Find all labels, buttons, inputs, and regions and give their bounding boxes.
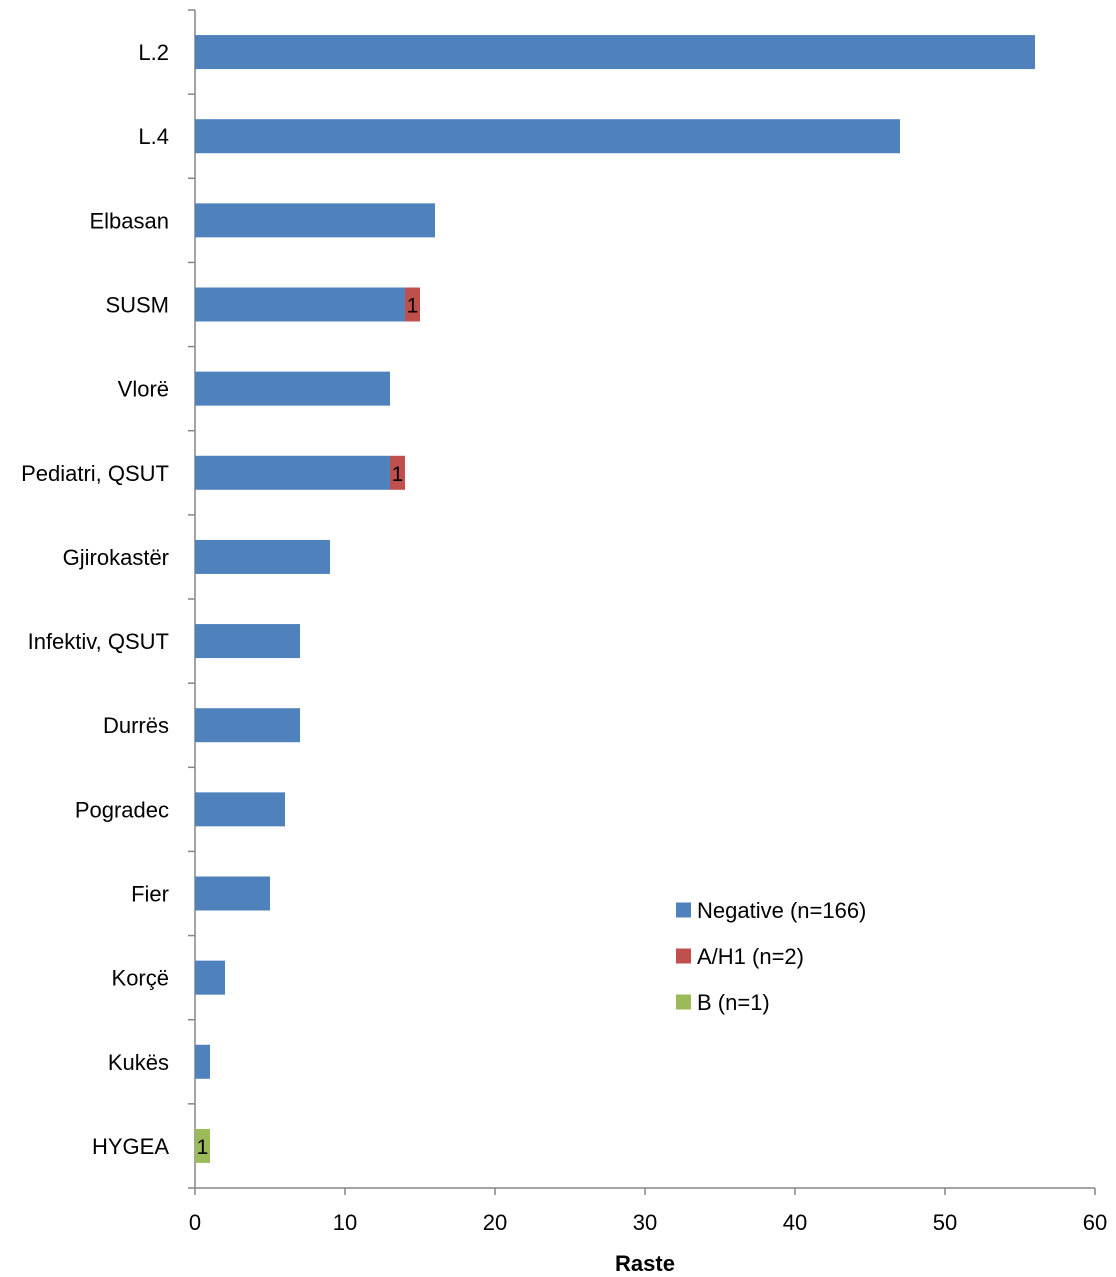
legend-swatch — [676, 948, 691, 964]
category-label: Vlorë — [118, 377, 169, 402]
category-label: Fier — [131, 882, 169, 907]
bar-segment — [195, 876, 270, 911]
bar-segment — [195, 119, 900, 154]
x-axis-title: Raste — [615, 1251, 675, 1276]
bar-segment — [195, 624, 300, 659]
category-label: HYGEA — [92, 1134, 169, 1159]
bar-segment — [195, 792, 285, 827]
bar-segment — [195, 708, 300, 743]
x-tick-label: 50 — [933, 1210, 957, 1235]
bar-segment — [195, 455, 390, 490]
bar-segment — [195, 1128, 210, 1163]
category-label: L.2 — [138, 40, 169, 65]
category-label: Elbasan — [89, 208, 169, 233]
bar-segment — [195, 203, 435, 238]
category-labels: L.2 L.4 Elbasan SUSM Vlorë Pediatri, QSUT Gjir… — [21, 40, 169, 1159]
bar-segment — [195, 539, 330, 574]
bar-segment — [390, 455, 405, 490]
bar-segment — [195, 1044, 210, 1079]
category-label: Pogradec — [75, 797, 169, 822]
legend-swatch — [676, 994, 691, 1010]
category-label: Infektiv, QSUT — [28, 629, 169, 654]
bar-segment — [405, 287, 420, 322]
category-label: Pediatri, QSUT — [21, 461, 169, 486]
category-label: Kukës — [108, 1050, 169, 1075]
bars — [195, 35, 1035, 1163]
axes — [188, 9, 1096, 1195]
legend-label: B (n=1) — [697, 990, 770, 1015]
bar-segment — [195, 35, 1035, 70]
legend: Negative (n=166) A/H1 (n=2) B (n=1) — [676, 898, 866, 1015]
bar-segment — [195, 287, 405, 322]
legend-label: A/H1 (n=2) — [697, 944, 804, 969]
category-label: Durrës — [103, 713, 169, 738]
bar-segment — [195, 960, 225, 995]
legend-swatch — [676, 902, 691, 918]
category-label: SUSM — [105, 293, 169, 318]
data-label: 1 — [197, 1136, 209, 1159]
x-tick-label: 20 — [483, 1210, 507, 1235]
data-label: 1 — [407, 295, 419, 318]
x-tick-label: 60 — [1083, 1210, 1107, 1235]
legend-label: Negative (n=166) — [697, 898, 866, 923]
x-tick-label: 0 — [189, 1210, 201, 1235]
category-label: Korçë — [112, 966, 169, 991]
x-tick-label: 10 — [333, 1210, 357, 1235]
category-label: Gjirokastër — [63, 545, 169, 570]
x-tick-label: 30 — [633, 1210, 657, 1235]
x-tick-labels: 0 10 20 30 40 50 60 — [189, 1210, 1107, 1235]
x-tick-label: 40 — [783, 1210, 807, 1235]
bar-segment — [195, 371, 390, 406]
data-labels: 1 1 1 — [197, 295, 419, 1159]
data-label: 1 — [392, 463, 404, 486]
category-label: L.4 — [138, 124, 169, 149]
